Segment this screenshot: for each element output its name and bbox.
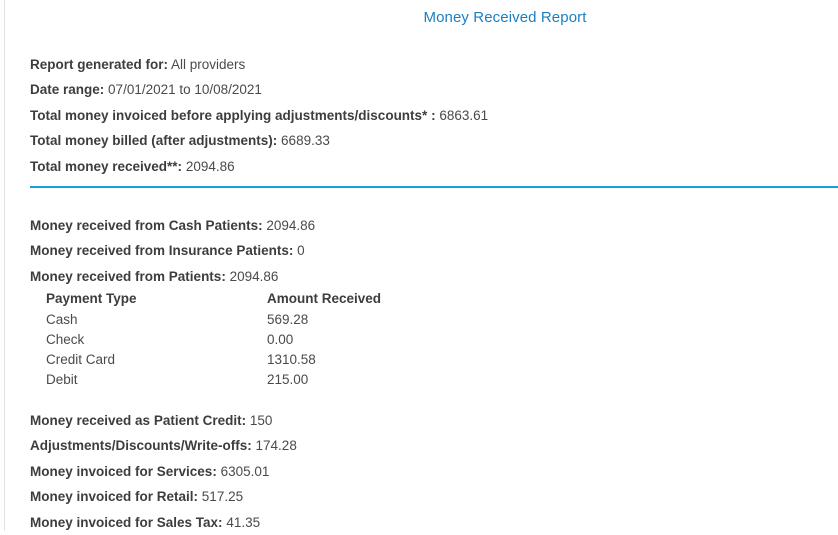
report-summary-section: Report generated for: All providers Date… [30, 52, 820, 179]
received-value: 2094.86 [229, 268, 279, 284]
received-row: Money received from Cash Patients: 2094.… [30, 213, 820, 238]
received-row: Money received from Patients: 2094.86 [30, 264, 820, 289]
summary-value: 07/01/2021 to 10/08/2021 [108, 82, 262, 98]
page-left-border [4, 0, 5, 531]
summary-value: 2094.86 [185, 158, 235, 174]
totals-value: 6305.01 [220, 463, 270, 479]
totals-value: 41.35 [226, 514, 261, 530]
summary-value: 6863.61 [439, 107, 489, 123]
summary-row: Date range: 07/01/2021 to 10/08/2021 [30, 77, 820, 102]
cell-amount-received: 1310.58 [267, 352, 316, 367]
summary-row: Report generated for: All providers [30, 52, 820, 77]
totals-label: Money invoiced for Sales Tax: [30, 514, 223, 530]
totals-value: 150 [249, 413, 273, 428]
summary-label: Report generated for: [30, 57, 169, 72]
cell-payment-type: Check [46, 332, 85, 347]
cell-payment-type: Debit [46, 372, 78, 387]
summary-row: Total money invoiced before applying adj… [30, 103, 820, 128]
report-totals-section: Money received as Patient Credit: 150 Ad… [30, 408, 820, 535]
totals-row: Money invoiced for Retail: 517.25 [30, 484, 820, 509]
totals-label: Adjustments/Discounts/Write-offs: [30, 438, 252, 454]
received-label: Money received from Patients: [30, 268, 226, 284]
cell-amount-received: 569.28 [267, 312, 309, 327]
totals-row: Money received as Patient Credit: 150 [30, 408, 820, 433]
cell-payment-type: Cash [46, 312, 78, 327]
summary-label: Total money invoiced before applying adj… [30, 107, 436, 123]
section-divider [30, 186, 838, 188]
page-title: Money Received Report [423, 9, 587, 26]
summary-label: Total money billed (after adjustments): [30, 133, 278, 149]
summary-value: 6689.33 [281, 133, 330, 149]
summary-value: All providers [171, 57, 246, 72]
summary-row: Total money billed (after adjustments): … [30, 128, 820, 153]
totals-label: Money received as Patient Credit: [30, 413, 247, 428]
totals-row: Money invoiced for Services: 6305.01 [30, 459, 820, 484]
totals-row: Money invoiced for Sales Tax: 41.35 [30, 510, 820, 535]
summary-label: Total money received**: [30, 158, 183, 174]
payment-type-table: Payment Type Amount Received Cash 569.28… [46, 289, 447, 390]
received-value: 0 [297, 243, 305, 259]
summary-row: Total money received**: 2094.86 [30, 154, 820, 179]
column-header-payment-type: Payment Type [46, 291, 137, 306]
totals-value: 517.25 [201, 489, 244, 505]
column-header-amount-received: Amount Received [267, 291, 382, 306]
table-header-row: Payment Type Amount Received [46, 289, 447, 310]
summary-label: Date range: [30, 82, 105, 98]
totals-label: Money invoiced for Services: [30, 463, 217, 479]
received-value: 2094.86 [266, 218, 316, 233]
totals-value: 174.28 [255, 438, 297, 454]
received-row: Money received from Insurance Patients: … [30, 238, 820, 263]
table-row: Credit Card 1310.58 [46, 350, 447, 370]
table-row: Cash 569.28 [46, 310, 447, 330]
received-label: Money received from Insurance Patients: [30, 243, 294, 259]
money-received-breakdown-section: Money received from Cash Patients: 2094.… [30, 213, 820, 289]
totals-row: Adjustments/Discounts/Write-offs: 174.28 [30, 433, 820, 458]
table-row: Check 0.00 [46, 330, 447, 350]
cell-amount-received: 0.00 [267, 332, 294, 347]
received-label: Money received from Cash Patients: [30, 218, 263, 233]
table-row: Debit 215.00 [46, 370, 447, 390]
totals-label: Money invoiced for Retail: [30, 489, 199, 505]
cell-amount-received: 215.00 [267, 372, 309, 387]
cell-payment-type: Credit Card [46, 352, 116, 367]
